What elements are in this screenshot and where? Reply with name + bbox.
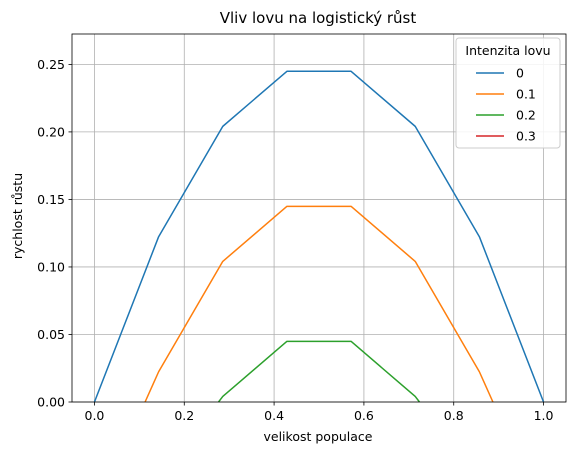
y-axis-label: rychlost růstu (10, 173, 25, 259)
axes-frame (71, 33, 567, 403)
y-tick-label: 0.05 (37, 327, 65, 342)
y-tick-label: 0.10 (37, 259, 65, 274)
legend-label-0.1: 0.1 (516, 87, 536, 102)
y-tick-label: 0.15 (37, 192, 65, 207)
series-line-0.1 (144, 205, 494, 402)
series-layer (93, 70, 545, 402)
y-tick-label: 0.20 (37, 124, 65, 139)
y-tick-label: 0.25 (37, 57, 65, 72)
x-tick-label: 0.4 (264, 408, 284, 423)
legend-label-0.3: 0.3 (516, 129, 536, 144)
x-tick-label: 1.0 (534, 408, 554, 423)
x-tick-label: 0.0 (85, 408, 105, 423)
x-tick-label: 0.8 (444, 408, 464, 423)
y-tick-label: 0.00 (37, 395, 65, 410)
x-tick-label: 0.2 (174, 408, 194, 423)
legend: Intenzita lovu 0 0.1 0.2 0.3 (455, 37, 561, 149)
legend-label-0.2: 0.2 (516, 108, 536, 123)
x-axis-label: velikost populace (264, 429, 373, 444)
chart-title: Vliv lovu na logistický růst (220, 9, 417, 27)
x-tick-label: 0.6 (354, 408, 374, 423)
axes: 0.0 0.2 0.4 0.6 0.8 1.00.000.050.100.150.200.… (37, 33, 567, 423)
series-line-0 (93, 70, 545, 402)
legend-title: Intenzita lovu (465, 43, 550, 58)
legend-box (455, 37, 561, 149)
legend-label-0: 0 (516, 66, 524, 81)
series-line-0.2 (217, 340, 421, 402)
